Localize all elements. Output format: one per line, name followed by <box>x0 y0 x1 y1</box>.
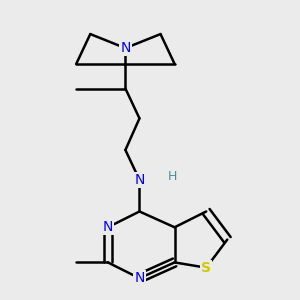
Text: N: N <box>134 271 145 285</box>
Text: N: N <box>120 41 130 55</box>
Text: S: S <box>201 261 211 275</box>
Text: N: N <box>103 220 113 234</box>
Text: N: N <box>134 173 145 187</box>
Text: H: H <box>168 170 178 183</box>
